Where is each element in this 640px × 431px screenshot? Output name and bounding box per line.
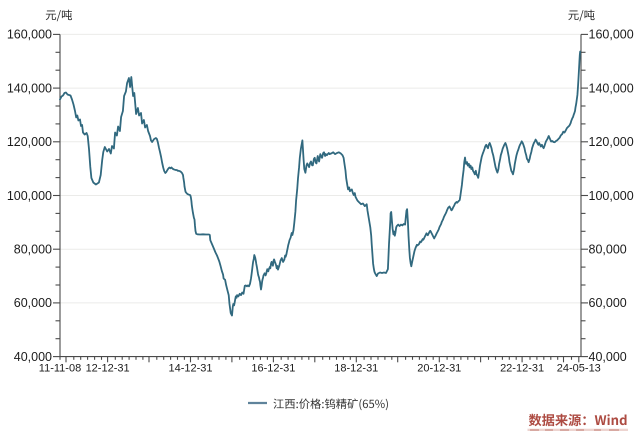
svg-text:100,000: 100,000 — [7, 189, 52, 203]
svg-text:16-12-31: 16-12-31 — [251, 363, 295, 375]
svg-text:24-05-13: 24-05-13 — [557, 363, 601, 375]
svg-text:22-12-31: 22-12-31 — [500, 363, 544, 375]
svg-text:80,000: 80,000 — [589, 243, 627, 257]
svg-text:18-12-31: 18-12-31 — [334, 363, 378, 375]
svg-text:60,000: 60,000 — [14, 296, 52, 310]
svg-text:100,000: 100,000 — [589, 189, 634, 203]
svg-text:80,000: 80,000 — [14, 243, 52, 257]
svg-text:140,000: 140,000 — [7, 81, 52, 95]
svg-text:140,000: 140,000 — [589, 81, 634, 95]
svg-text:12-12-31: 12-12-31 — [86, 363, 130, 375]
svg-text:40,000: 40,000 — [14, 350, 52, 364]
svg-text:120,000: 120,000 — [589, 135, 634, 149]
svg-text:20-12-31: 20-12-31 — [417, 363, 461, 375]
svg-text:120,000: 120,000 — [7, 135, 52, 149]
svg-text:40,000: 40,000 — [589, 350, 627, 364]
svg-text:14-12-31: 14-12-31 — [168, 363, 212, 375]
svg-text:160,000: 160,000 — [589, 28, 634, 42]
svg-text:11-11-08: 11-11-08 — [39, 363, 81, 375]
svg-text:60,000: 60,000 — [589, 296, 627, 310]
svg-text:160,000: 160,000 — [7, 28, 52, 42]
